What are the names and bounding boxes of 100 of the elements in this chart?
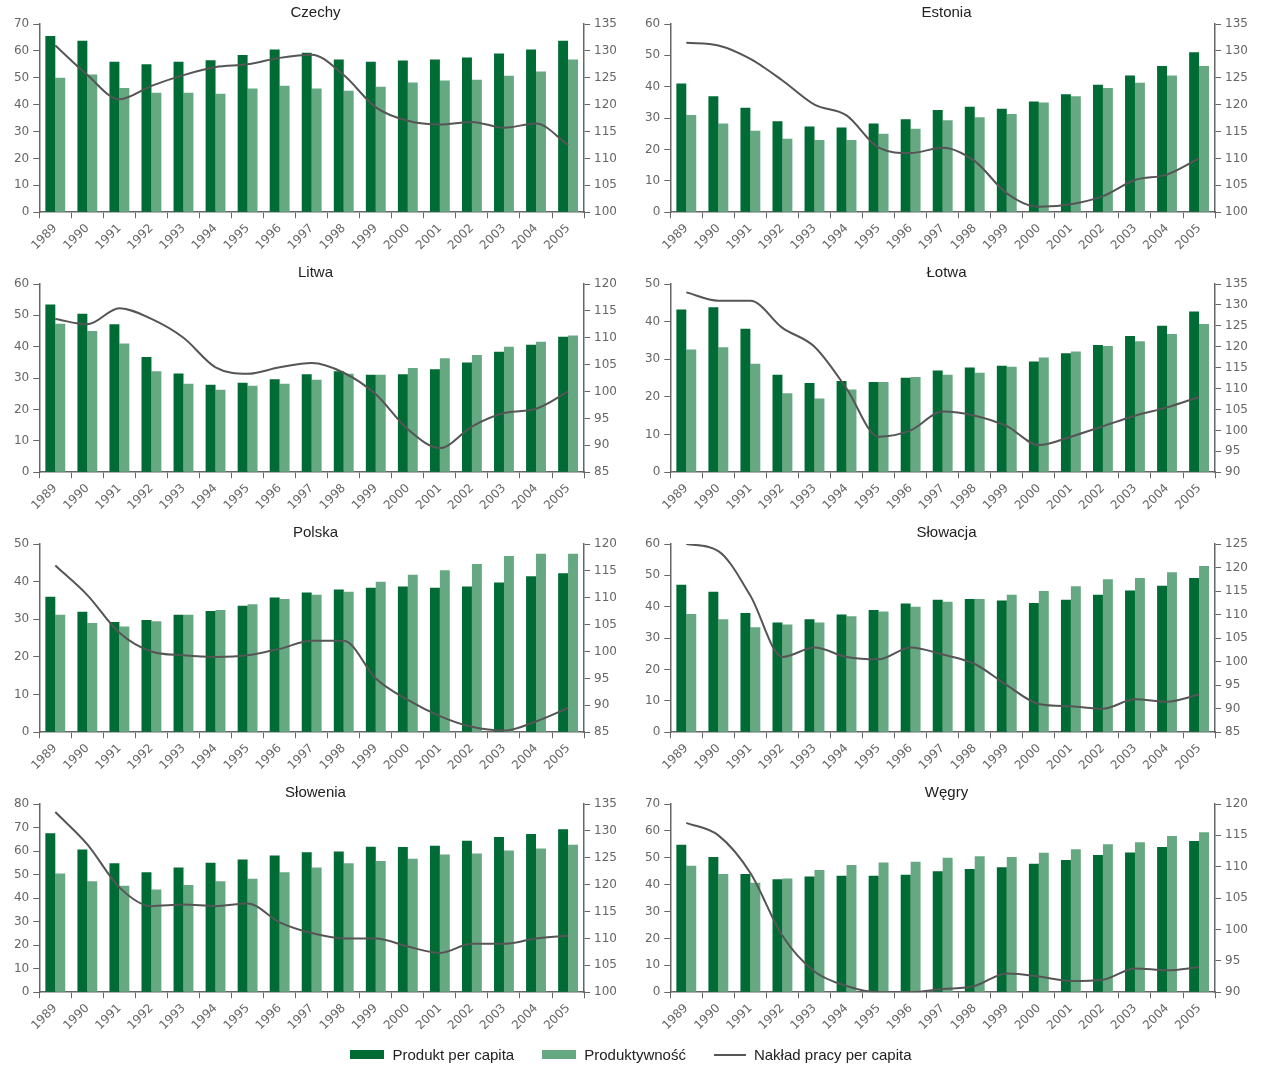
bar [279,598,290,732]
bar [1134,341,1145,472]
bar [55,873,66,992]
y2-tick-label: 115 [594,563,617,578]
bar [782,878,793,992]
bar [932,599,943,732]
bar [471,79,482,212]
bar [343,863,354,992]
bar [461,362,472,472]
y2-tick-label: 105 [1225,890,1248,905]
bar [740,613,751,732]
bar [782,138,793,212]
bar [536,553,546,732]
y-tick-label: 60 [644,16,661,31]
bar [205,862,216,992]
bar [247,878,258,992]
y2-tick-label: 125 [594,849,617,864]
y-tick-label: 20 [13,649,30,664]
bar [526,49,537,212]
bar [503,346,514,472]
bar [1070,849,1081,992]
bar [1092,344,1103,472]
bar [494,582,504,732]
bar [526,576,537,732]
y-tick-label: 60 [13,276,30,291]
bar [1199,565,1210,732]
y2-tick-label: 115 [594,303,617,318]
bar [1102,579,1113,732]
bar [740,873,751,992]
bar [708,96,719,212]
y-tick-label: 20 [644,930,661,945]
y2-tick-label: 105 [594,177,617,192]
bar [333,59,344,212]
bar [1060,353,1071,472]
bar [87,623,98,732]
y2-tick-label: 90 [1225,984,1241,999]
bar [183,884,194,992]
bar [868,875,879,992]
bar [237,859,248,992]
bar [1006,366,1017,472]
y-tick-label: 60 [13,43,30,58]
y-tick-label: 10 [644,426,661,441]
bar [536,71,546,212]
bar [55,323,66,472]
bar [910,606,921,732]
bar [676,83,687,212]
y2-tick-label: 125 [1225,317,1248,332]
y-tick-label: 30 [644,351,661,366]
bar [900,603,911,732]
y-tick-label: 40 [644,598,661,613]
bar [1125,590,1135,732]
bar [932,370,943,472]
bar [782,624,793,732]
bar [804,383,815,472]
bar [868,609,879,732]
bar [269,49,280,212]
bar [109,621,120,732]
bar [1102,346,1113,472]
y-tick-label: 0 [652,204,661,219]
bar [942,374,953,472]
bar [269,855,280,992]
bar [494,836,504,992]
bar [836,614,847,732]
bar [503,556,514,732]
bar [77,611,88,732]
bar [1167,572,1177,732]
line-series [54,307,570,450]
bar [878,381,889,472]
bar [397,374,408,472]
y2-tick-label: 105 [1225,177,1248,192]
bar [1006,594,1017,732]
y2-tick-label: 100 [594,643,617,658]
bar [878,862,889,992]
y2-tick-label: 110 [594,329,617,344]
bar [568,335,579,472]
bar [910,861,921,992]
y2-tick-label: 90 [1225,464,1241,479]
y-tick-label: 0 [652,464,661,479]
bar [471,563,482,732]
y2-tick-label: 85 [594,464,610,479]
bar [1167,334,1177,472]
y-tick-label: 40 [13,573,30,588]
y2-tick-label: 90 [594,437,610,452]
y-tick-label: 50 [644,276,661,291]
bar [686,865,697,992]
bar [526,833,537,992]
y2-tick-label: 125 [1225,536,1248,551]
bar [836,875,847,992]
bar [1157,66,1168,212]
y2-tick-label: 125 [594,69,617,84]
y-tick-label: 10 [13,177,30,192]
bar [1189,841,1200,992]
chart-title: Czechy [290,3,341,21]
bar [814,398,825,472]
y2-tick-label: 95 [594,670,610,685]
bar [301,592,312,732]
bar [836,381,847,472]
y2-tick-label: 105 [594,616,617,631]
bar [558,829,569,992]
y2-tick-label: 120 [594,536,617,551]
